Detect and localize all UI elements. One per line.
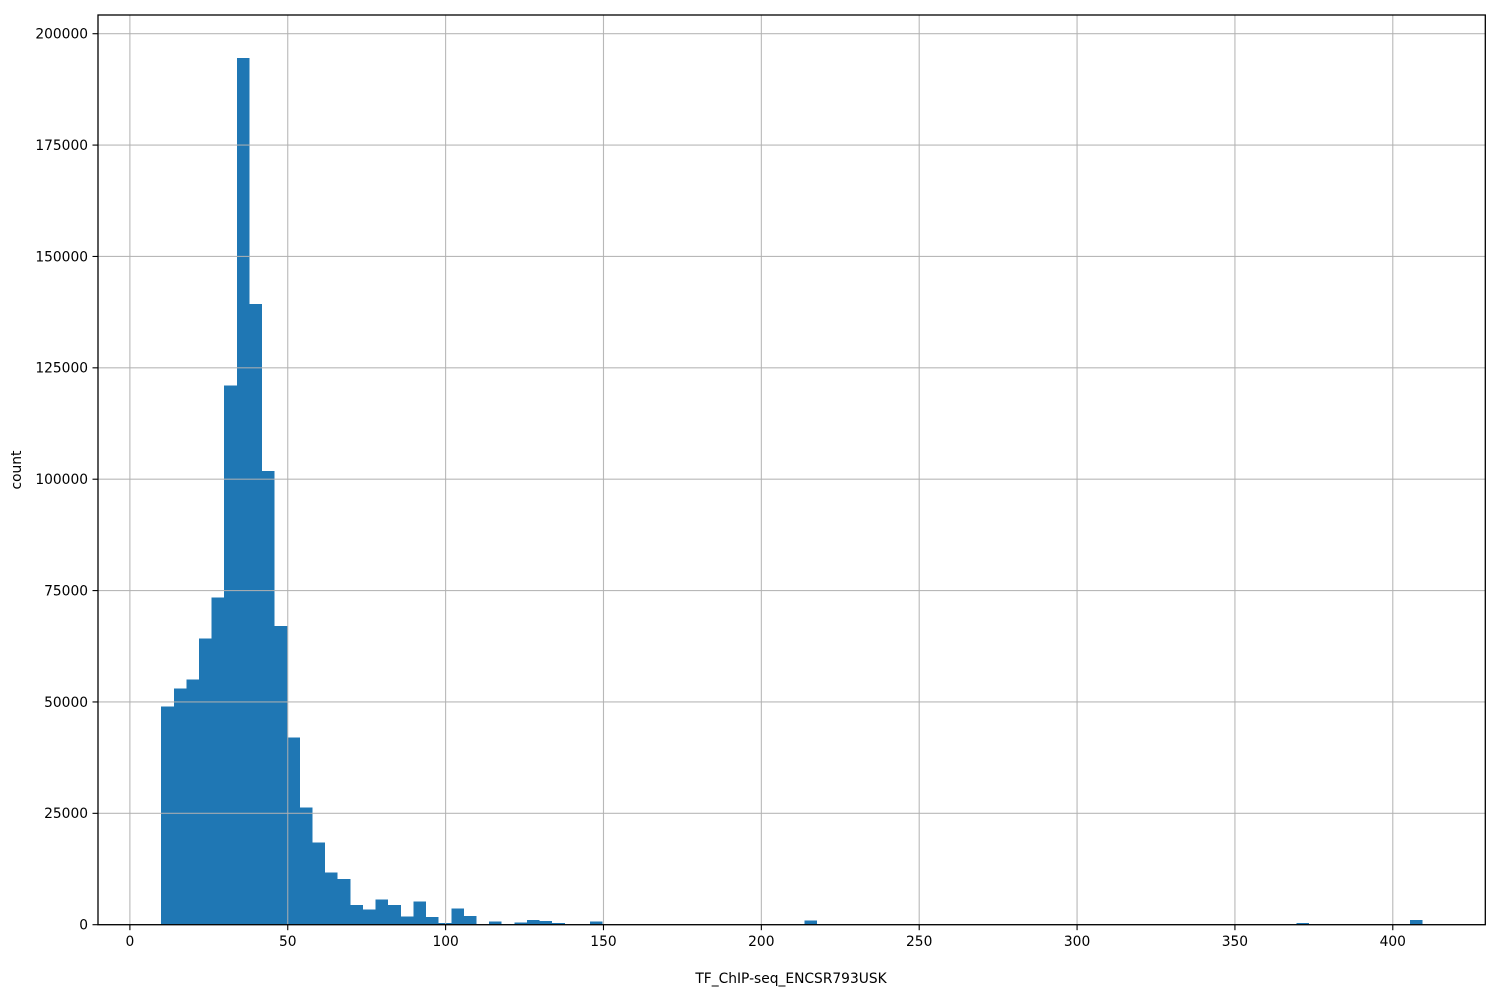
x-tick-label: 250 xyxy=(906,934,932,950)
y-tick-label: 50000 xyxy=(44,695,88,711)
histogram-bar xyxy=(804,920,818,925)
histogram-bar xyxy=(590,921,603,925)
y-axis-label: count xyxy=(9,450,25,490)
histogram-bar xyxy=(413,901,427,925)
histogram-bar xyxy=(362,909,376,925)
histogram-bar xyxy=(325,872,338,925)
x-tick-label: 300 xyxy=(1064,934,1090,950)
histogram-bar xyxy=(400,916,414,925)
x-tick-label: 400 xyxy=(1380,934,1406,950)
histogram-bar xyxy=(1296,922,1309,925)
histogram-bar xyxy=(312,842,326,925)
y-tick-label: 75000 xyxy=(44,583,88,599)
y-tick-label: 0 xyxy=(79,918,88,934)
histogram-bar xyxy=(249,304,263,925)
histogram-bar xyxy=(161,706,174,925)
x-tick-label: 0 xyxy=(125,934,134,950)
bars-group xyxy=(161,58,1423,925)
histogram-bar xyxy=(224,385,237,925)
histogram-bar xyxy=(526,919,540,925)
y-tick-label: 25000 xyxy=(44,806,88,822)
x-tick-label: 350 xyxy=(1222,934,1248,950)
histogram-bar xyxy=(539,921,553,925)
histogram-bar xyxy=(173,688,187,925)
histogram-bar xyxy=(514,922,527,925)
histogram-bar xyxy=(375,899,389,925)
y-tick-label: 100000 xyxy=(35,472,88,488)
histogram-bar xyxy=(262,471,275,925)
x-tick-label: 50 xyxy=(279,934,297,950)
histogram-bar xyxy=(274,626,288,925)
histogram-bar xyxy=(299,807,313,925)
histogram-bar xyxy=(489,921,502,925)
histogram-bar xyxy=(552,922,565,925)
histogram-bar xyxy=(211,597,225,925)
histogram-bar xyxy=(451,908,464,925)
histogram-bar xyxy=(426,917,439,925)
x-tick-label: 100 xyxy=(432,934,458,950)
axes-spines xyxy=(97,14,1486,926)
ticks-group: 0 50 100 150 200 250 300 350 400 0 25000 50000 75000… xyxy=(35,27,1406,951)
x-tick-label: 150 xyxy=(590,934,616,950)
x-tick-label: 200 xyxy=(748,934,774,950)
histogram-bar xyxy=(388,905,401,925)
histogram-bar xyxy=(1409,920,1423,925)
histogram-bar xyxy=(350,905,363,925)
histogram-bar xyxy=(337,878,351,925)
grid-group xyxy=(98,15,1486,926)
y-tick-label: 200000 xyxy=(35,27,88,43)
histogram-bar xyxy=(186,679,199,925)
histogram-bar xyxy=(463,916,477,925)
histogram-bar xyxy=(236,58,250,925)
histogram-bar xyxy=(438,922,452,925)
y-tick-label: 175000 xyxy=(35,138,88,154)
y-tick-label: 125000 xyxy=(35,361,88,377)
y-tick-label: 150000 xyxy=(35,249,88,265)
x-axis-label: TF_ChIP-seq_ENCSR793USK xyxy=(695,971,887,987)
histogram-bar xyxy=(287,737,300,925)
histogram-bar xyxy=(198,638,212,925)
